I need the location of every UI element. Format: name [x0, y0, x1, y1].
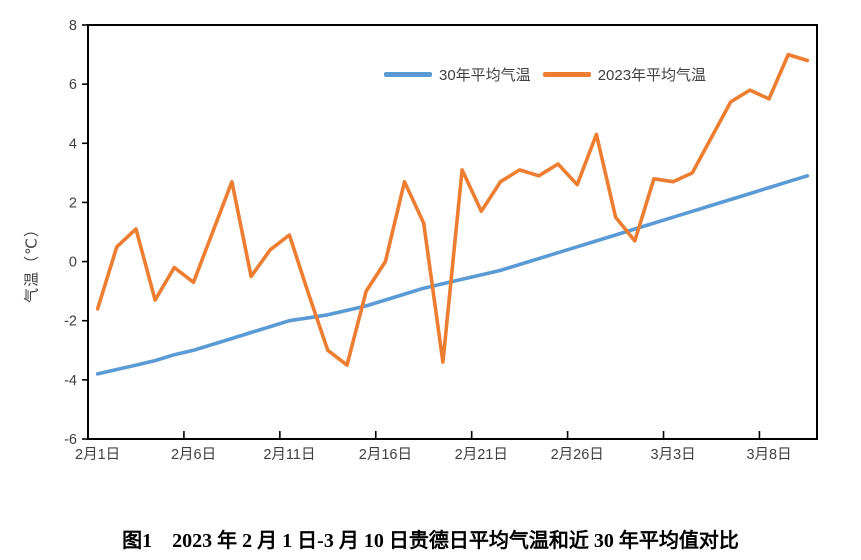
legend-line-swatch-30yr [384, 72, 432, 77]
x-tick-label: 3月3日 [651, 447, 696, 463]
x-tick-label: 2月11日 [263, 447, 315, 463]
x-axis: 2月1日 2月6日 2月11日 2月16日 2月21日 2月26日 3月3日 3月8日 [75, 431, 792, 463]
y-tick-label: 6 [69, 77, 77, 93]
temperature-chart: 8 6 4 2 0 -2 -4 -6 2月1日 2月6日 2月11日 2月16日 2月21日 2月26日 3… [23, 18, 818, 463]
plot-frame [87, 24, 818, 440]
x-tick-label: 3月8日 [746, 447, 791, 463]
y-tick-label: 0 [69, 255, 77, 271]
x-tick-label: 2月21日 [455, 447, 508, 463]
legend-label-2023: 2023年平均气温 [597, 67, 707, 84]
y-axis-title: 气温（℃） [23, 221, 41, 303]
legend-item-30yr-average: 30年平均气温 [384, 64, 531, 85]
y-tick-label: 8 [69, 18, 77, 34]
x-tick-label: 2月6日 [171, 447, 216, 463]
legend-item-2023-average: 2023年平均气温 [542, 64, 707, 85]
series-line-2023 [95, 52, 810, 367]
x-tick-label: 2月26日 [551, 447, 604, 463]
y-tick-label: 4 [69, 136, 77, 152]
y-tick-label: 2 [69, 195, 77, 211]
legend-label-30yr: 30年平均气温 [439, 67, 531, 84]
chart-legend: 30年平均气温 2023年平均气温 [384, 64, 706, 85]
y-tick-label: -2 [64, 314, 77, 330]
x-tick-label: 2月1日 [75, 447, 120, 463]
y-axis: 8 6 4 2 0 -2 -4 -6 [64, 18, 88, 448]
x-tick-label: 2月16日 [359, 447, 412, 463]
figure-caption: 图1 2023 年 2 月 1 日-3 月 10 日贵德日平均气温和近 30 年… [122, 530, 739, 552]
y-tick-label: -6 [64, 432, 77, 448]
legend-line-swatch-2023 [542, 72, 591, 77]
y-tick-label: -4 [64, 373, 77, 389]
